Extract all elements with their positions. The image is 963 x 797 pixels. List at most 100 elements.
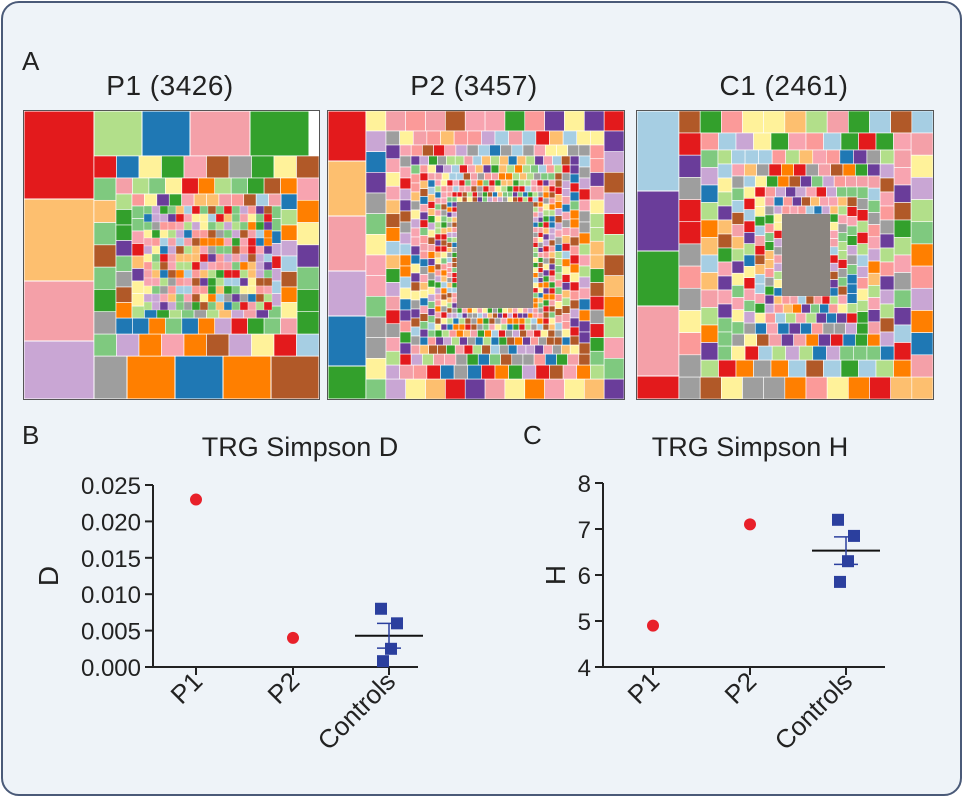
- treemap-tile: [451, 302, 458, 309]
- treemap-tile: [151, 237, 161, 247]
- treemap-tile: [532, 231, 539, 238]
- treemap-tile: [837, 241, 848, 251]
- treemap-tile: [215, 301, 225, 311]
- treemap-tile: [427, 243, 436, 252]
- treemap-tile: [199, 213, 209, 223]
- treemap-tile: [502, 312, 508, 319]
- treemap-tile: [452, 179, 460, 187]
- treemap-tile: [731, 200, 745, 213]
- treemap-tile: [589, 282, 605, 297]
- treemap-tile: [819, 303, 830, 314]
- treemap-tile: [744, 345, 759, 361]
- treemap-tile: [764, 241, 775, 251]
- treemap-tile: [215, 213, 225, 223]
- treemap-tile: [777, 322, 790, 335]
- treemap-tile: [280, 271, 298, 288]
- treemap-tile: [731, 297, 745, 310]
- treemap-tile: [561, 289, 571, 299]
- data-point-square: [375, 602, 387, 615]
- treemap-tile: [470, 172, 478, 181]
- treemap-tile: [524, 179, 532, 187]
- treemap-tile: [448, 329, 457, 338]
- treemap-tile: [829, 230, 839, 239]
- treemap-tile: [743, 243, 756, 256]
- treemap-tile: [175, 221, 185, 231]
- treemap-tile: [385, 227, 401, 242]
- treemap-tile: [143, 253, 153, 263]
- treemap-tile: [537, 211, 544, 218]
- treemap-tile: [492, 191, 498, 198]
- treemap-tile: [441, 329, 450, 338]
- treemap-tile: [428, 344, 438, 355]
- treemap-tile: [482, 179, 490, 187]
- treemap-tile: [561, 164, 571, 174]
- treemap-tile: [132, 177, 150, 195]
- treemap-tile: [255, 285, 265, 295]
- treemap-tile: [328, 270, 367, 317]
- treemap-tile: [837, 268, 848, 278]
- treemap-tile: [446, 297, 453, 304]
- treemap-tile: [743, 186, 756, 199]
- treemap-tile: [773, 213, 783, 223]
- treemap-tile: [175, 213, 185, 223]
- treemap-tile: [484, 378, 506, 399]
- treemap-tile: [167, 229, 177, 239]
- treemap-tile: [440, 317, 448, 325]
- treemap-tile: [456, 312, 463, 319]
- treemap-tile: [554, 243, 563, 252]
- treemap-tile: [770, 359, 789, 378]
- treemap-title-p1: P1 (3426): [106, 70, 234, 101]
- treemap-tile: [115, 271, 133, 288]
- treemap-tile: [603, 296, 624, 318]
- treemap-tile: [488, 317, 496, 325]
- treemap-tile: [143, 205, 153, 215]
- treemap-tile: [434, 172, 443, 181]
- treemap-tile: [637, 250, 680, 307]
- treemap-tile: [181, 177, 199, 195]
- treemap-tile: [532, 282, 539, 289]
- treemap-tile: [828, 303, 839, 314]
- treemap-tile: [247, 237, 257, 247]
- treemap-tile: [470, 317, 478, 325]
- treemap-tile: [456, 196, 463, 203]
- treemap-tile: [758, 345, 773, 361]
- data-point-circle: [190, 493, 202, 506]
- treemap-tile: [805, 376, 828, 399]
- treemap-tile: [823, 132, 842, 151]
- treemap-tile: [540, 172, 549, 181]
- treemap-tile: [846, 206, 858, 217]
- treemap-tile: [427, 336, 437, 346]
- treemap-tile: [777, 175, 790, 188]
- treemap-tile: [561, 266, 571, 275]
- treemap-tile: [603, 234, 624, 256]
- treemap-tile: [855, 163, 868, 177]
- treemap-center: [782, 214, 830, 296]
- treemap-tile: [410, 155, 421, 166]
- treemap-tile: [412, 130, 428, 146]
- treemap-tile: [477, 329, 485, 338]
- treemap-tile: [446, 282, 453, 289]
- treemap-tile: [554, 179, 563, 188]
- treemap-tile: [175, 269, 185, 279]
- treemap-tile: [578, 287, 591, 300]
- treemap-tile: [768, 163, 782, 177]
- treemap-tile: [754, 274, 766, 285]
- treemap-tile: [366, 296, 387, 318]
- treemap-tile: [296, 156, 319, 179]
- treemap-tile: [410, 263, 421, 274]
- treemap-tile: [589, 144, 605, 160]
- treemap-tile: [481, 364, 496, 380]
- treemap-tile: [440, 179, 448, 187]
- treemap-tile: [399, 243, 412, 256]
- treemap-tile: [427, 164, 437, 174]
- treemap-tile: [829, 221, 839, 231]
- treemap-tile: [440, 269, 448, 277]
- treemap-tile: [800, 322, 812, 335]
- treemap-tile: [451, 226, 458, 233]
- treemap-tile: [679, 265, 702, 289]
- treemap-tile: [743, 254, 756, 267]
- treemap-tile: [753, 132, 772, 151]
- treemap-tile: [215, 221, 225, 231]
- treemap-tile: [446, 242, 453, 248]
- treemap-tile: [506, 336, 516, 346]
